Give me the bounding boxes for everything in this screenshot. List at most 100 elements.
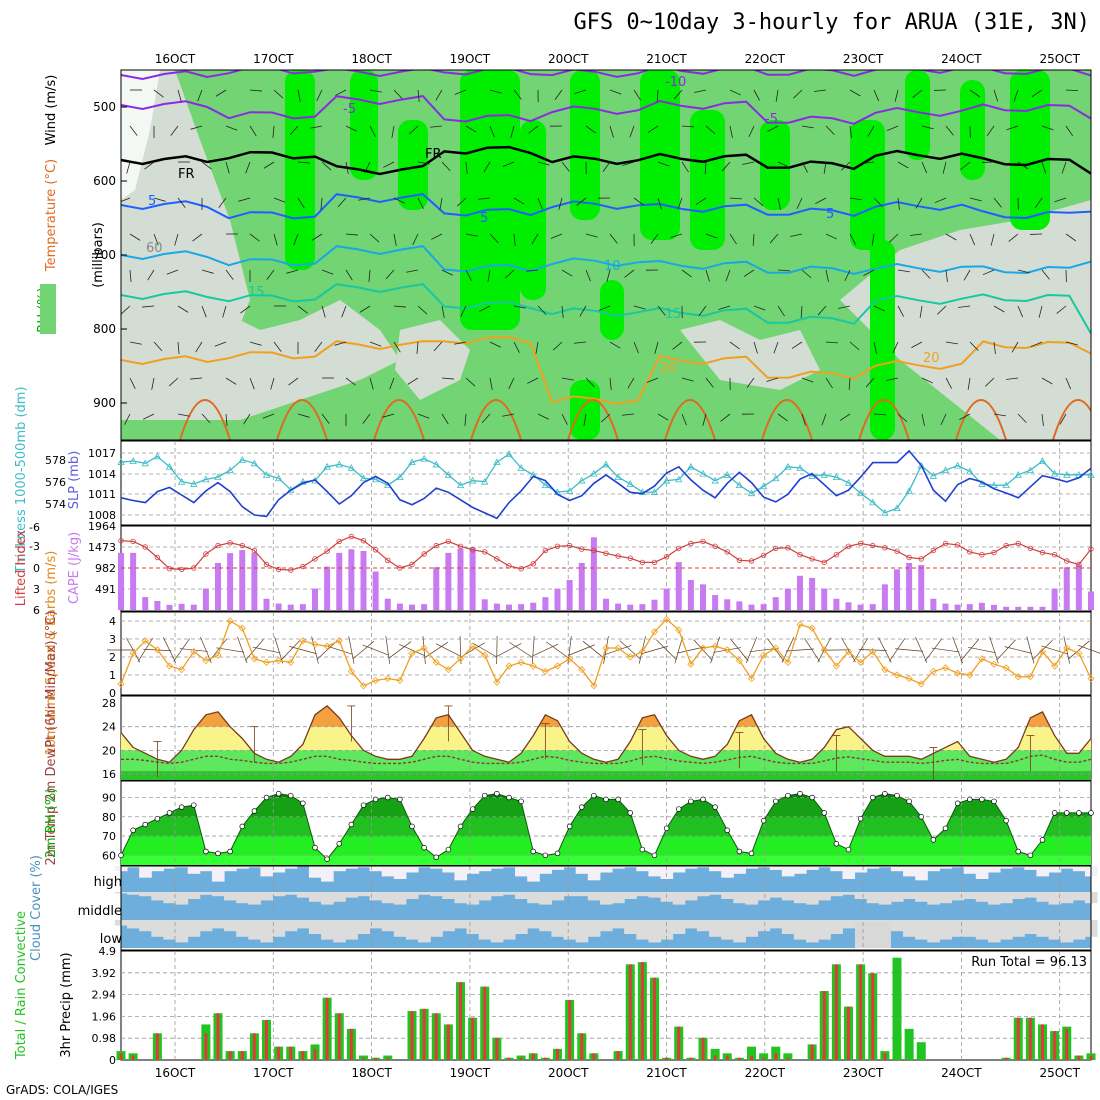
wind-barb bbox=[934, 197, 947, 204]
precip-tick-label: 1.96 bbox=[92, 1010, 117, 1023]
rh-point bbox=[554, 850, 561, 857]
li-point bbox=[676, 545, 682, 552]
wind-barb bbox=[465, 161, 468, 174]
wind-speed-point bbox=[202, 657, 210, 665]
wind-barb bbox=[654, 341, 659, 354]
wind-barb bbox=[454, 341, 467, 345]
thickness-point bbox=[1002, 481, 1010, 489]
wind-barb bbox=[531, 233, 539, 245]
cloud-cell bbox=[466, 866, 480, 874]
temp-contour-25-bump bbox=[373, 399, 425, 440]
wind-barb bbox=[839, 413, 851, 421]
wind-speed-point bbox=[129, 649, 137, 657]
wind-barb bbox=[815, 197, 827, 204]
wind-barb bbox=[921, 125, 934, 130]
cape-bar bbox=[639, 604, 646, 610]
precip-conv-bar bbox=[1065, 1028, 1069, 1060]
cloud-cell bbox=[672, 892, 686, 905]
cloud-cell bbox=[648, 892, 662, 898]
cloud-cell bbox=[381, 920, 395, 932]
li-point bbox=[1076, 561, 1082, 568]
rh-point bbox=[215, 850, 221, 857]
cloud-cell bbox=[818, 920, 831, 940]
precip-conv-bar bbox=[228, 1051, 232, 1060]
cape-bar bbox=[687, 580, 694, 610]
precip-conv-bar bbox=[859, 964, 863, 1060]
wind-barb bbox=[921, 161, 928, 174]
cloud-cell bbox=[1060, 866, 1074, 869]
rh-point bbox=[263, 794, 270, 801]
li-point bbox=[227, 540, 233, 546]
cape-bar bbox=[433, 567, 440, 610]
rh-point bbox=[954, 800, 961, 807]
wind-speed-point bbox=[311, 640, 319, 648]
wind-barb bbox=[791, 341, 803, 349]
wind-barb bbox=[561, 413, 568, 425]
li-point bbox=[372, 547, 379, 553]
wind-barb bbox=[489, 341, 501, 348]
cape-bar bbox=[396, 603, 403, 610]
wind-speed-point bbox=[1063, 644, 1071, 652]
wind-barb bbox=[334, 341, 347, 346]
li-point bbox=[651, 559, 658, 566]
cape-bar bbox=[493, 603, 500, 610]
rh-point bbox=[906, 798, 912, 805]
cloud-cell bbox=[248, 892, 261, 905]
wind-speed-point bbox=[590, 682, 598, 690]
cloud-cell bbox=[963, 866, 977, 874]
time-axes: 16OCT 17OCT 18OCT 19OCT 20OCT 21OCT 22OCT 23OCT… bbox=[155, 52, 1081, 1080]
rh-point bbox=[239, 823, 246, 830]
cloud-cell bbox=[709, 892, 722, 895]
date-label-top: 22OCT bbox=[745, 52, 786, 66]
wind-barb bbox=[695, 197, 707, 205]
slp-thickness-panel: 578 576 574 1017 1014 1011 1008 bbox=[45, 440, 1095, 526]
thickness-point bbox=[820, 470, 828, 478]
cape-bar bbox=[372, 571, 379, 610]
wind-speed-point bbox=[857, 658, 865, 666]
wind-barb bbox=[195, 341, 203, 353]
wind-barb bbox=[609, 125, 614, 138]
wind-speed-point bbox=[359, 682, 368, 690]
precip-tick-label: 0 bbox=[109, 1054, 116, 1067]
cape-tick-label: 982 bbox=[95, 562, 116, 575]
li-point bbox=[785, 545, 791, 551]
wind-barb bbox=[337, 197, 347, 208]
thickness-point bbox=[371, 475, 380, 483]
wind-barb bbox=[753, 89, 760, 101]
rh-moist-region-1 bbox=[350, 70, 378, 180]
temp-band-cool bbox=[121, 771, 1091, 780]
wind-barb bbox=[1054, 197, 1067, 203]
cloud-cell bbox=[684, 892, 698, 901]
precip-conv-bar bbox=[155, 1033, 159, 1060]
thickness-point bbox=[917, 461, 925, 469]
wind-barb-10m bbox=[509, 642, 534, 658]
wind-barb bbox=[297, 161, 310, 164]
cape-bar bbox=[1027, 606, 1034, 610]
contour-label: -5 bbox=[343, 102, 356, 117]
cape-bar bbox=[869, 604, 876, 610]
wind-barb bbox=[177, 305, 189, 313]
wind-barb bbox=[273, 197, 286, 203]
cloud-cell bbox=[502, 920, 516, 940]
precip-total-bar bbox=[916, 1042, 926, 1060]
thickness-point bbox=[1087, 470, 1095, 478]
wind-barb bbox=[407, 377, 419, 385]
li-point bbox=[154, 554, 161, 561]
rh-point bbox=[300, 800, 306, 807]
wind-barb bbox=[222, 305, 227, 318]
li-point bbox=[906, 554, 912, 561]
thickness-point bbox=[687, 462, 695, 470]
cloud-cell bbox=[575, 866, 589, 874]
wind-barb bbox=[848, 377, 851, 390]
li-point bbox=[312, 556, 318, 562]
wind-barb bbox=[825, 377, 833, 389]
wind-barb bbox=[431, 233, 443, 240]
rh-moist-region-10 bbox=[850, 120, 885, 250]
date-label-top: 19OCT bbox=[450, 52, 491, 66]
li-point bbox=[336, 538, 342, 545]
cloud-cell bbox=[890, 920, 904, 932]
li-point bbox=[773, 545, 779, 552]
cape-bar bbox=[239, 550, 246, 610]
cape-bar bbox=[190, 604, 197, 610]
rh-point bbox=[542, 852, 549, 859]
